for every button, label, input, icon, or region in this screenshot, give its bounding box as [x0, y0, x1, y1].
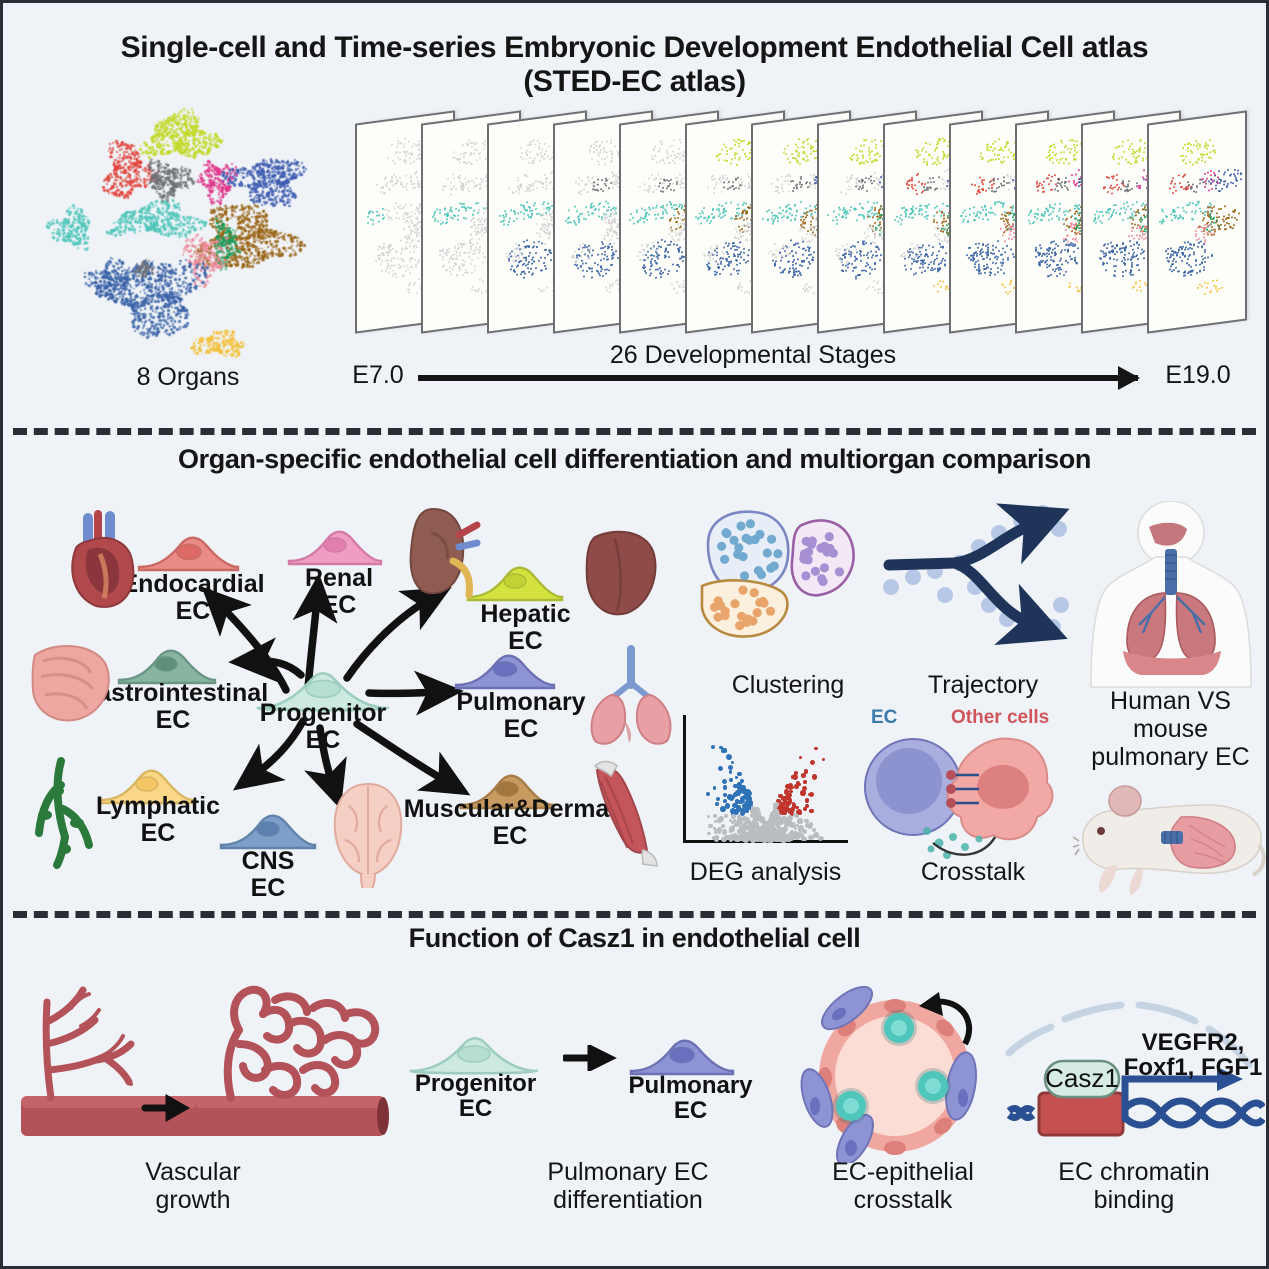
- lymph-vessel-illustration: [27, 753, 117, 873]
- section-divider-1: [13, 428, 1256, 435]
- cell-pulmonary-ec-bottom: [628, 1033, 736, 1077]
- muscle-illustration: [573, 758, 663, 868]
- cell-cns-ec: [218, 808, 318, 850]
- differentiation-arrow: [563, 1045, 618, 1071]
- trajectory-icon: [883, 501, 1083, 666]
- umap-overview-plot: [28, 108, 348, 363]
- clustering-caption: Clustering: [663, 671, 913, 699]
- pulmonary-diff-caption: Pulmonary EC differentiation: [488, 1158, 768, 1214]
- hepatic-ec-label: Hepatic EC: [458, 601, 593, 654]
- vascular-growth-caption: Vascular growth: [63, 1158, 323, 1214]
- cns-ec-label: CNS EC: [213, 848, 323, 901]
- pulmonary-ec-label: Pulmonary EC: [441, 689, 601, 742]
- kidney-illustration: [393, 503, 485, 603]
- page-title: Single-cell and Time-series Embryonic De…: [3, 31, 1266, 99]
- umap-caption: 8 Organs: [28, 363, 348, 391]
- bottom-pulmonary-label: Pulmonary EC: [618, 1073, 763, 1124]
- brain-illustration: [323, 778, 413, 888]
- section-title-middle: Organ-specific endothelial cell differen…: [3, 444, 1266, 475]
- ec-chromatin-caption: EC chromatin binding: [1003, 1158, 1265, 1214]
- timeline-middle-label: 26 Developmental Stages: [543, 341, 963, 369]
- section-divider-2: [13, 911, 1256, 918]
- developmental-stage-slide-stack: [355, 117, 1225, 337]
- vascular-growth-icon: [13, 978, 443, 1148]
- stage-slide[interactable]: [1147, 110, 1247, 333]
- mouse-illustration: [1073, 765, 1268, 900]
- chromatin-targets-label: VEGFR2, Foxf1, FGF1: [1118, 1030, 1268, 1081]
- trajectory-caption: Trajectory: [883, 671, 1083, 699]
- crosstalk-icon: [861, 725, 1076, 875]
- bottom-progenitor-label: Progenitor EC: [403, 1071, 548, 1122]
- timeline-start-label: E7.0: [333, 361, 423, 389]
- cell-endocardial-ec: [136, 530, 241, 572]
- timeline-end-label: E19.0: [1143, 361, 1253, 389]
- liver-illustration: [575, 523, 665, 623]
- cell-renal-ec: [286, 524, 384, 566]
- casz1-label: Casz1: [1045, 1063, 1119, 1093]
- renal-ec-label: Renal EC: [279, 565, 399, 618]
- human-mouse-caption: Human VS mouse pulmonary EC: [1073, 687, 1268, 771]
- human-illustration: [1083, 501, 1258, 691]
- ec-epithelial-caption: EC-epithelial crosstalk: [763, 1158, 1043, 1214]
- cell-pulmonary-ec: [453, 648, 557, 690]
- volcano-plot-icon: [675, 709, 855, 859]
- heart-illustration: [58, 508, 148, 618]
- clustering-icon: [696, 508, 881, 668]
- crosstalk-caption: Crosstalk: [858, 858, 1088, 886]
- deg-analysis-caption: DEG analysis: [658, 858, 873, 886]
- section-title-bottom: Function of Casz1 in endothelial cell: [3, 923, 1266, 954]
- intestine-illustration: [21, 633, 121, 738]
- timeline-arrow: [418, 375, 1138, 381]
- ec-epithelial-crosstalk-icon: [793, 978, 1023, 1163]
